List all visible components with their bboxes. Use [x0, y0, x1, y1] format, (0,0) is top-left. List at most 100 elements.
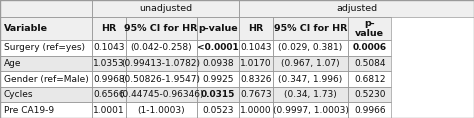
Bar: [0, 87, 92, 102]
Text: Cycles: Cycles: [4, 90, 33, 99]
Bar: [197, 71, 239, 87]
Bar: [239, 56, 273, 71]
Bar: [197, 40, 239, 56]
Text: (0.029, 0.381): (0.029, 0.381): [278, 43, 343, 52]
Bar: [239, 71, 273, 87]
Text: 0.1043: 0.1043: [93, 43, 125, 52]
Bar: [348, 40, 391, 56]
Bar: [0, 102, 92, 118]
Text: Variable: Variable: [4, 24, 48, 33]
Bar: [273, 56, 348, 71]
Bar: [348, 102, 391, 118]
Text: 1.0353: 1.0353: [93, 59, 125, 68]
Text: 0.8326: 0.8326: [240, 75, 272, 84]
Bar: [239, 40, 273, 56]
Bar: [0, 102, 92, 118]
Text: (0.347, 1.996): (0.347, 1.996): [278, 75, 343, 84]
Text: (0.50826-1.9547): (0.50826-1.9547): [122, 75, 201, 84]
Bar: [273, 40, 348, 56]
Text: (1-1.0003): (1-1.0003): [137, 106, 185, 115]
Bar: [239, 17, 273, 40]
Bar: [0, 56, 92, 71]
Bar: [0, 87, 92, 102]
Bar: [0, 56, 92, 71]
Text: (0.99413-1.0782): (0.99413-1.0782): [122, 59, 201, 68]
Bar: [239, 87, 273, 102]
Bar: [273, 56, 348, 71]
Bar: [0, 40, 92, 56]
Bar: [239, 0, 474, 17]
Bar: [239, 102, 273, 118]
Text: Pre CA19-9: Pre CA19-9: [4, 106, 54, 115]
Bar: [92, 56, 126, 71]
Text: HR: HR: [101, 24, 117, 33]
Bar: [92, 17, 126, 40]
Bar: [126, 87, 197, 102]
Bar: [239, 0, 474, 17]
Text: 1.0170: 1.0170: [240, 59, 272, 68]
Bar: [197, 102, 239, 118]
Bar: [126, 71, 197, 87]
Bar: [126, 71, 197, 87]
Bar: [197, 40, 239, 56]
Text: adjusted: adjusted: [336, 4, 377, 13]
Text: (0.34, 1.73): (0.34, 1.73): [284, 90, 337, 99]
Bar: [92, 40, 126, 56]
Bar: [92, 71, 126, 87]
Bar: [197, 17, 239, 40]
Bar: [92, 87, 126, 102]
Bar: [197, 17, 239, 40]
Text: 0.0523: 0.0523: [202, 106, 234, 115]
Bar: [126, 102, 197, 118]
Bar: [273, 71, 348, 87]
Bar: [92, 0, 239, 17]
Text: 95% CI for HR: 95% CI for HR: [125, 24, 198, 33]
Text: 0.5084: 0.5084: [354, 59, 385, 68]
Bar: [273, 17, 348, 40]
Bar: [348, 56, 391, 71]
Bar: [0, 71, 92, 87]
Bar: [92, 102, 126, 118]
Text: 0.9968: 0.9968: [93, 75, 125, 84]
Bar: [0, 0, 92, 17]
Text: HR: HR: [248, 24, 264, 33]
Bar: [273, 102, 348, 118]
Text: 0.6566: 0.6566: [93, 90, 125, 99]
Bar: [0, 17, 92, 40]
Bar: [239, 17, 273, 40]
Bar: [348, 17, 391, 40]
Bar: [92, 17, 126, 40]
Text: unadjusted: unadjusted: [139, 4, 192, 13]
Bar: [126, 40, 197, 56]
Bar: [92, 71, 126, 87]
Bar: [348, 71, 391, 87]
Bar: [197, 87, 239, 102]
Bar: [348, 87, 391, 102]
Bar: [126, 17, 197, 40]
Bar: [273, 87, 348, 102]
Bar: [92, 102, 126, 118]
Text: 0.5230: 0.5230: [354, 90, 385, 99]
Bar: [239, 71, 273, 87]
Text: Age: Age: [4, 59, 21, 68]
Bar: [0, 17, 92, 40]
Bar: [197, 102, 239, 118]
Bar: [92, 0, 239, 17]
Bar: [239, 87, 273, 102]
Text: 1.0000: 1.0000: [240, 106, 272, 115]
Text: 95% CI for HR: 95% CI for HR: [274, 24, 347, 33]
Bar: [0, 71, 92, 87]
Text: Surgery (ref=yes): Surgery (ref=yes): [4, 43, 85, 52]
Text: 0.1043: 0.1043: [240, 43, 272, 52]
Bar: [126, 87, 197, 102]
Text: p-value: p-value: [198, 24, 238, 33]
Bar: [348, 102, 391, 118]
Text: (0.967, 1.07): (0.967, 1.07): [281, 59, 340, 68]
Bar: [273, 17, 348, 40]
Text: (0.9997, 1.0003): (0.9997, 1.0003): [273, 106, 348, 115]
Text: 0.0315: 0.0315: [201, 90, 235, 99]
Text: 1.0001: 1.0001: [93, 106, 125, 115]
Text: 0.0938: 0.0938: [202, 59, 234, 68]
Bar: [92, 40, 126, 56]
Bar: [197, 87, 239, 102]
